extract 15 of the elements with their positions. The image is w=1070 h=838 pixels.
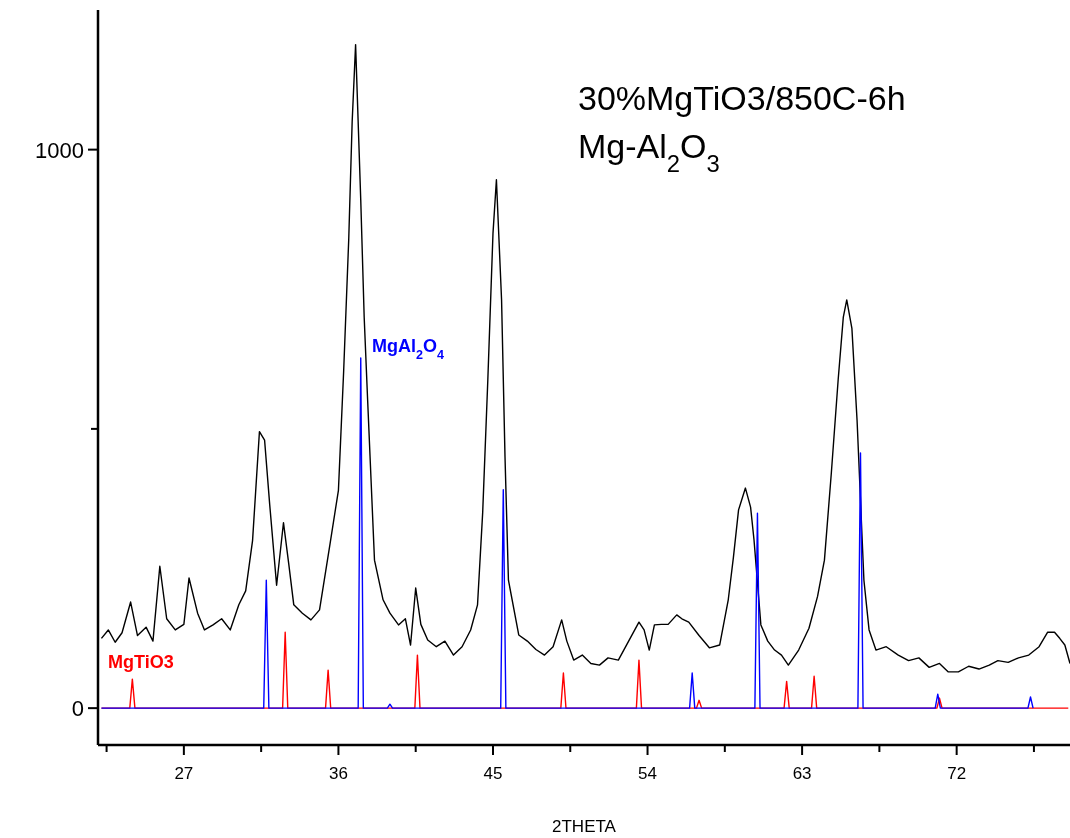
line-series — [100, 43, 1070, 673]
y-tick-label: 1000 — [35, 137, 84, 163]
x-tick-label: 36 — [328, 764, 348, 783]
x-tick-label: 72 — [947, 764, 967, 783]
x-tick-label: 45 — [483, 764, 503, 783]
series-label: MgAl$_{2}$O$_{4}$ — [372, 336, 445, 362]
x-tick-label: 63 — [792, 764, 812, 783]
line-series — [100, 357, 1034, 709]
x-axis-title: 2THETA — [552, 817, 617, 836]
text: 30%MgTiO3/850C-6h — [578, 79, 906, 117]
y-tick-label: 0 — [71, 696, 84, 722]
text: Mg-Al$_{2}$O$_{3}$ — [578, 127, 720, 177]
series-label: MgTiO3 — [108, 652, 174, 672]
x-tick-label: 27 — [174, 764, 194, 783]
x-tick-label: 54 — [638, 764, 657, 783]
